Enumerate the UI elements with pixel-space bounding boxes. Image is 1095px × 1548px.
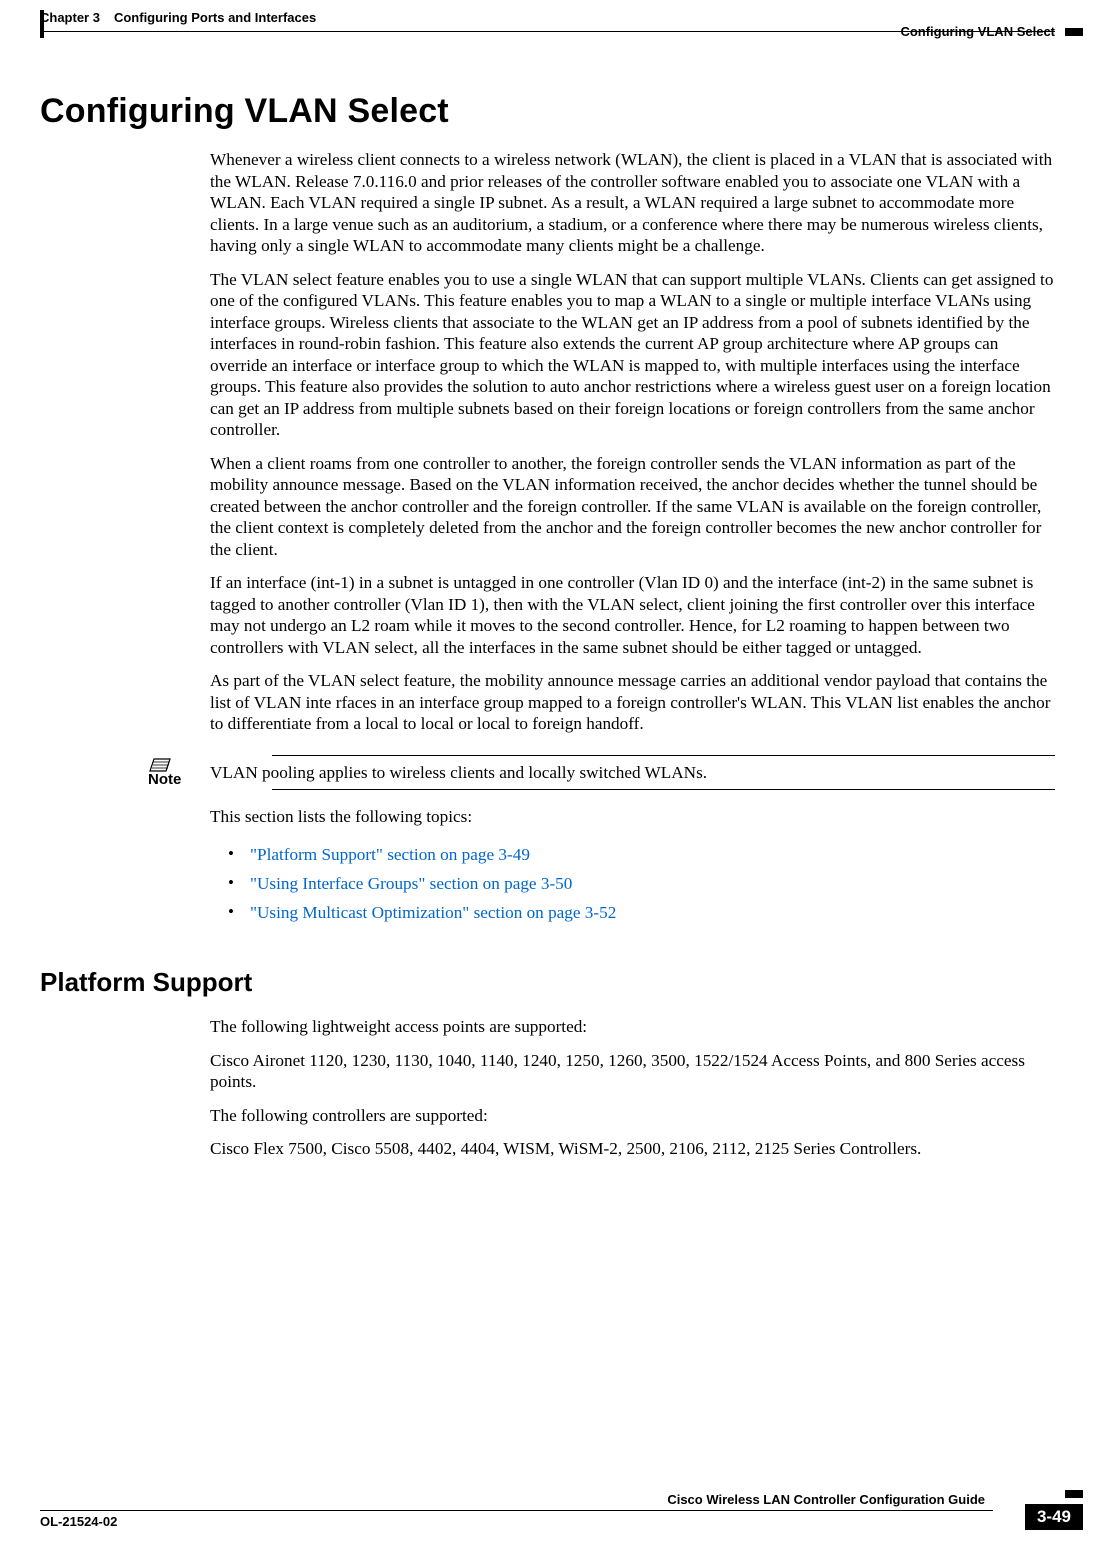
intro-paragraph-3: When a client roams from one controller … xyxy=(210,453,1055,561)
chapter-prefix: Chapter 3 xyxy=(40,10,100,25)
topic-link-interface-groups[interactable]: "Using Interface Groups" section on page… xyxy=(228,869,1055,898)
topic-link-platform-support[interactable]: "Platform Support" section on page 3-49 xyxy=(228,840,1055,869)
intro-paragraph-5: As part of the VLAN select feature, the … xyxy=(210,670,1055,735)
note-rule-bottom xyxy=(272,789,1055,790)
footer-right-marker xyxy=(1065,1490,1083,1498)
intro-paragraph-1: Whenever a wireless client connects to a… xyxy=(210,149,1055,257)
platform-paragraph-1: The following lightweight access points … xyxy=(210,1016,1055,1038)
page-number: 3-49 xyxy=(1025,1504,1083,1530)
topic-link-text: "Using Interface Groups" section on page… xyxy=(250,874,572,893)
topics-intro: This section lists the following topics: xyxy=(210,806,1055,828)
section-right: Configuring VLAN Select xyxy=(900,24,1055,39)
topic-link-text: "Using Multicast Optimization" section o… xyxy=(250,903,616,922)
page-footer: Cisco Wireless LAN Controller Configurat… xyxy=(40,1510,1055,1538)
footer-doc-title: Cisco Wireless LAN Controller Configurat… xyxy=(667,1492,985,1507)
note-block: Note VLAN pooling applies to wireless cl… xyxy=(148,755,1055,791)
heading-configuring-vlan-select: Configuring VLAN Select xyxy=(40,92,1055,131)
header-right: Configuring VLAN Select xyxy=(900,10,1055,39)
page-header: Chapter 3 Configuring Ports and Interfac… xyxy=(40,10,1055,32)
note-label: Note xyxy=(148,771,181,788)
header-left-bar xyxy=(40,10,44,38)
note-text: VLAN pooling applies to wireless clients… xyxy=(210,762,1055,784)
topic-link-text: "Platform Support" section on page 3-49 xyxy=(250,845,530,864)
platform-paragraph-4: Cisco Flex 7500, Cisco 5508, 4402, 4404,… xyxy=(210,1138,1055,1160)
chapter-title: Configuring Ports and Interfaces xyxy=(114,10,316,25)
intro-paragraph-4: If an interface (int-1) in a subnet is u… xyxy=(210,572,1055,658)
intro-paragraph-2: The VLAN select feature enables you to u… xyxy=(210,269,1055,441)
header-left: Chapter 3 Configuring Ports and Interfac… xyxy=(40,10,316,25)
footer-doc-id: OL-21524-02 xyxy=(40,1514,117,1529)
topic-link-multicast-optimization[interactable]: "Using Multicast Optimization" section o… xyxy=(228,898,1055,927)
header-right-marker xyxy=(1065,28,1083,36)
note-rule-top xyxy=(272,755,1055,756)
footer-rule xyxy=(40,1510,993,1511)
platform-paragraph-3: The following controllers are supported: xyxy=(210,1105,1055,1127)
topics-list: "Platform Support" section on page 3-49 … xyxy=(228,840,1055,928)
heading-platform-support: Platform Support xyxy=(40,967,1055,998)
platform-paragraph-2: Cisco Aironet 1120, 1230, 1130, 1040, 11… xyxy=(210,1050,1055,1093)
